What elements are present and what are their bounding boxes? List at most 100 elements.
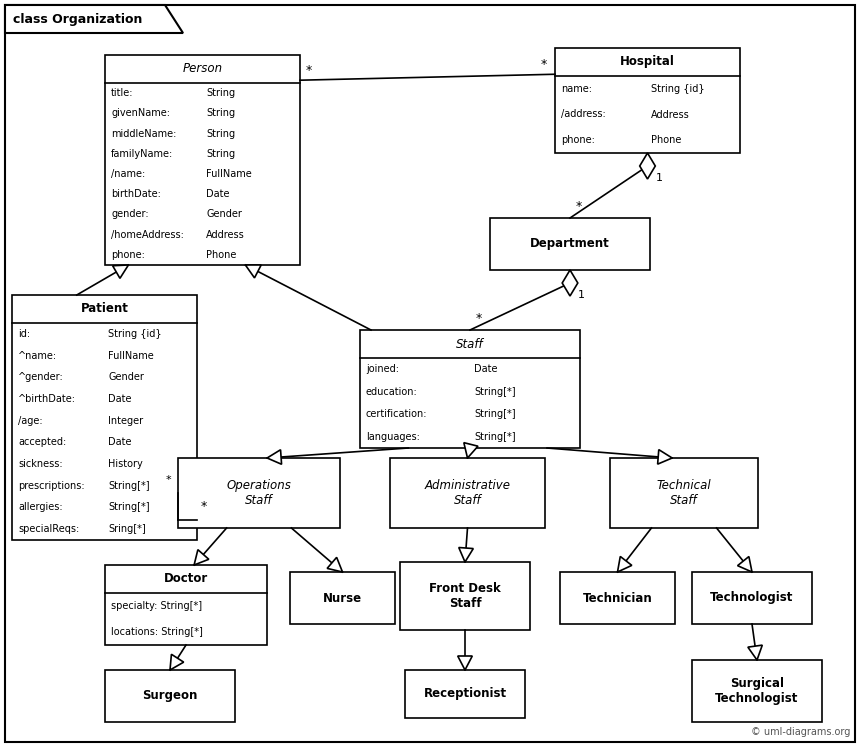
Text: Gender: Gender [206, 209, 243, 220]
Text: Technologist: Technologist [710, 592, 794, 604]
Text: familyName:: familyName: [111, 149, 173, 159]
Polygon shape [658, 450, 673, 464]
Polygon shape [617, 557, 632, 572]
Text: /homeAddress:: /homeAddress: [111, 229, 184, 240]
Polygon shape [327, 557, 342, 572]
Text: middleName:: middleName: [111, 128, 176, 138]
Text: Date: Date [206, 189, 230, 199]
Text: name:: name: [561, 84, 592, 94]
Text: String {id}: String {id} [651, 84, 705, 94]
Text: String: String [206, 149, 236, 159]
Text: Operations
Staff: Operations Staff [226, 479, 292, 507]
Bar [692, 572, 812, 624]
Polygon shape [458, 548, 473, 562]
Text: Nurse: Nurse [323, 592, 362, 604]
Text: String[*]: String[*] [475, 387, 516, 397]
Polygon shape [748, 645, 762, 660]
Text: title:: title: [111, 88, 133, 98]
Text: String {id}: String {id} [108, 329, 162, 339]
Polygon shape [5, 5, 183, 33]
Text: Date: Date [108, 394, 132, 404]
Text: Date: Date [108, 437, 132, 447]
Text: *: * [201, 500, 207, 513]
Text: *: * [476, 312, 482, 325]
Text: Sring[*]: Sring[*] [108, 524, 146, 534]
Text: allergies:: allergies: [18, 503, 63, 512]
Polygon shape [464, 443, 478, 458]
Text: Gender: Gender [108, 372, 144, 382]
Text: education:: education: [366, 387, 418, 397]
Bar [105, 55, 300, 265]
Text: /name:: /name: [111, 169, 145, 179]
Bar [400, 562, 530, 630]
Text: Doctor: Doctor [164, 572, 208, 586]
Bar [290, 572, 395, 624]
Text: phone:: phone: [561, 135, 595, 145]
Text: History: History [108, 459, 143, 469]
Text: 1: 1 [578, 290, 585, 300]
Text: String[*]: String[*] [108, 481, 150, 491]
Bar [555, 48, 740, 153]
Text: Front Desk
Staff: Front Desk Staff [429, 582, 501, 610]
Text: specialReqs:: specialReqs: [18, 524, 79, 534]
Text: ^birthDate:: ^birthDate: [18, 394, 76, 404]
Text: Staff: Staff [456, 338, 484, 350]
Text: String[*]: String[*] [475, 432, 516, 441]
Text: ^name:: ^name: [18, 350, 57, 361]
Polygon shape [267, 450, 281, 465]
Bar [360, 330, 580, 448]
Bar [490, 218, 650, 270]
Bar [105, 670, 235, 722]
Text: String: String [206, 88, 236, 98]
Text: FullName: FullName [206, 169, 252, 179]
Text: Department: Department [530, 238, 610, 250]
Text: FullName: FullName [108, 350, 154, 361]
Text: *: * [576, 200, 582, 213]
Text: String[*]: String[*] [108, 503, 150, 512]
Text: birthDate:: birthDate: [111, 189, 161, 199]
Text: prescriptions:: prescriptions: [18, 481, 84, 491]
Text: locations: String[*]: locations: String[*] [111, 627, 203, 637]
Bar [610, 458, 758, 528]
Polygon shape [640, 153, 655, 179]
Text: certification:: certification: [366, 409, 427, 419]
Text: Technician: Technician [582, 592, 653, 604]
Bar [560, 572, 675, 624]
Text: givenName:: givenName: [111, 108, 170, 118]
Text: Receptionist: Receptionist [423, 687, 507, 701]
Text: Administrative
Staff: Administrative Staff [425, 479, 511, 507]
Text: *: * [541, 58, 547, 71]
Text: class Organization: class Organization [13, 13, 143, 25]
Text: String: String [206, 108, 236, 118]
Text: Patient: Patient [81, 303, 128, 315]
Polygon shape [458, 656, 472, 670]
Polygon shape [170, 654, 184, 670]
Text: sickness:: sickness: [18, 459, 63, 469]
Text: Hospital: Hospital [620, 55, 675, 69]
Text: accepted:: accepted: [18, 437, 66, 447]
Bar [178, 458, 340, 528]
Text: Technical
Staff: Technical Staff [657, 479, 711, 507]
Polygon shape [562, 270, 578, 296]
Text: ^gender:: ^gender: [18, 372, 64, 382]
Polygon shape [194, 550, 209, 565]
Text: /address:: /address: [561, 110, 605, 120]
Text: Phone: Phone [206, 250, 237, 260]
Bar [692, 660, 822, 722]
Text: 1: 1 [655, 173, 662, 183]
Polygon shape [738, 557, 752, 572]
Text: Surgical
Technologist: Surgical Technologist [716, 677, 799, 705]
Text: phone:: phone: [111, 250, 144, 260]
Bar [12, 295, 197, 540]
Text: gender:: gender: [111, 209, 149, 220]
Polygon shape [113, 265, 128, 279]
Text: joined:: joined: [366, 365, 399, 374]
Text: id:: id: [18, 329, 30, 339]
Bar [390, 458, 545, 528]
Text: *: * [306, 64, 312, 77]
Text: Phone: Phone [651, 135, 682, 145]
Text: *: * [166, 475, 172, 485]
Bar [105, 565, 267, 645]
Bar [405, 670, 525, 718]
Polygon shape [245, 265, 261, 278]
